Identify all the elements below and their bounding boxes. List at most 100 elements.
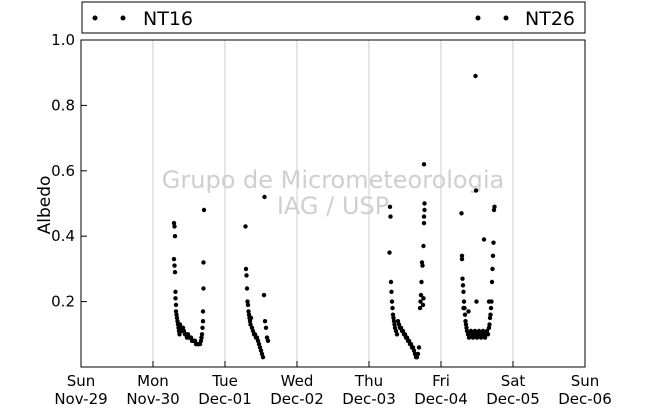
data-point <box>262 319 268 324</box>
data-point <box>416 345 422 350</box>
data-point <box>418 299 423 304</box>
data-point <box>460 283 466 288</box>
legend: NT16 NT26 <box>81 1 586 34</box>
data-point <box>395 319 401 324</box>
data-point <box>389 289 394 294</box>
data-point <box>486 299 492 304</box>
y-axis: 0.2 0.4 0.6 0.8 1.0 <box>51 31 87 311</box>
data-point <box>408 341 414 347</box>
data-point <box>484 328 490 334</box>
data-point <box>473 188 479 193</box>
data-point <box>462 312 468 317</box>
data-point <box>199 335 204 340</box>
data-point <box>421 243 426 249</box>
data-point <box>201 260 206 265</box>
x-tick-label-date: Dec-04 <box>414 390 468 408</box>
data-point <box>461 299 467 304</box>
x-tick-label-day: Tue <box>211 372 238 390</box>
data-point <box>400 328 406 334</box>
data-point <box>415 351 421 357</box>
data-point <box>466 309 471 314</box>
data-point <box>488 305 494 311</box>
data-point <box>252 332 258 337</box>
data-point <box>474 335 480 340</box>
y-tick-label: 0.6 <box>51 162 75 180</box>
data-point <box>481 237 487 242</box>
data-point <box>263 325 269 330</box>
data-point <box>396 322 402 327</box>
data-point <box>420 302 426 308</box>
data-point <box>463 322 469 327</box>
watermark-line-1: Grupo de Micrometeorologia <box>162 166 504 194</box>
y-tick-label: 1.0 <box>51 31 75 49</box>
legend-marker-nt26-b <box>503 15 509 21</box>
data-point <box>244 273 249 278</box>
data-point <box>262 194 267 200</box>
legend-marker-nt26-a <box>475 15 481 21</box>
x-tick-label-date: Dec-03 <box>342 390 396 408</box>
data-point <box>473 73 478 79</box>
data-point <box>265 338 271 343</box>
x-tick-label-day: Wed <box>281 372 314 390</box>
data-point <box>173 302 179 308</box>
data-point <box>414 355 420 360</box>
data-point <box>459 211 464 216</box>
data-point <box>173 296 178 301</box>
data-point <box>247 319 253 324</box>
data-point <box>258 348 264 353</box>
data-point <box>461 289 466 294</box>
data-point <box>461 305 466 311</box>
x-tick-label-day: Sat <box>501 372 526 390</box>
legend-marker-nt16-b <box>120 15 126 21</box>
data-point <box>388 279 394 285</box>
legend-frame <box>81 1 586 34</box>
data-point <box>470 335 476 340</box>
x-tick-label-date: Dec-06 <box>558 390 612 408</box>
data-point <box>246 309 251 314</box>
watermark-line-2: IAG / USP <box>277 192 389 220</box>
data-point <box>259 351 265 357</box>
data-point <box>421 162 427 167</box>
data-point <box>387 250 392 255</box>
data-point <box>200 309 206 314</box>
data-point <box>464 328 470 334</box>
data-point <box>487 322 492 327</box>
data-point <box>489 279 495 285</box>
data-point <box>248 315 254 321</box>
legend-label-nt26: NT26 <box>525 8 575 30</box>
data-point <box>460 276 465 281</box>
data-point <box>421 296 426 301</box>
data-point <box>419 279 424 285</box>
data-point <box>177 322 183 327</box>
data-point <box>391 319 397 324</box>
data-point <box>420 263 425 268</box>
data-point <box>490 253 496 258</box>
grid-lines <box>152 40 514 367</box>
data-point <box>250 328 256 334</box>
data-point <box>171 256 177 262</box>
data-point <box>486 325 492 330</box>
data-point <box>261 292 267 298</box>
x-tick-label-day: Mon <box>137 372 169 390</box>
x-tick-label-date: Nov-30 <box>126 390 179 408</box>
data-point <box>245 302 251 308</box>
y-axis-label: Albedo <box>35 176 55 235</box>
data-point <box>173 289 178 294</box>
data-point <box>391 315 396 321</box>
data-point <box>406 338 412 343</box>
data-point <box>201 286 206 291</box>
data-point <box>171 220 177 226</box>
data-point <box>197 341 203 347</box>
data-point <box>260 355 266 360</box>
data-points <box>171 73 497 360</box>
data-point <box>422 207 427 213</box>
data-point <box>175 319 180 324</box>
data-point <box>185 332 191 337</box>
data-point <box>255 338 261 343</box>
data-point <box>201 207 207 213</box>
data-point <box>389 299 395 304</box>
data-point <box>402 332 408 337</box>
data-point <box>200 319 206 324</box>
data-point <box>387 204 393 209</box>
